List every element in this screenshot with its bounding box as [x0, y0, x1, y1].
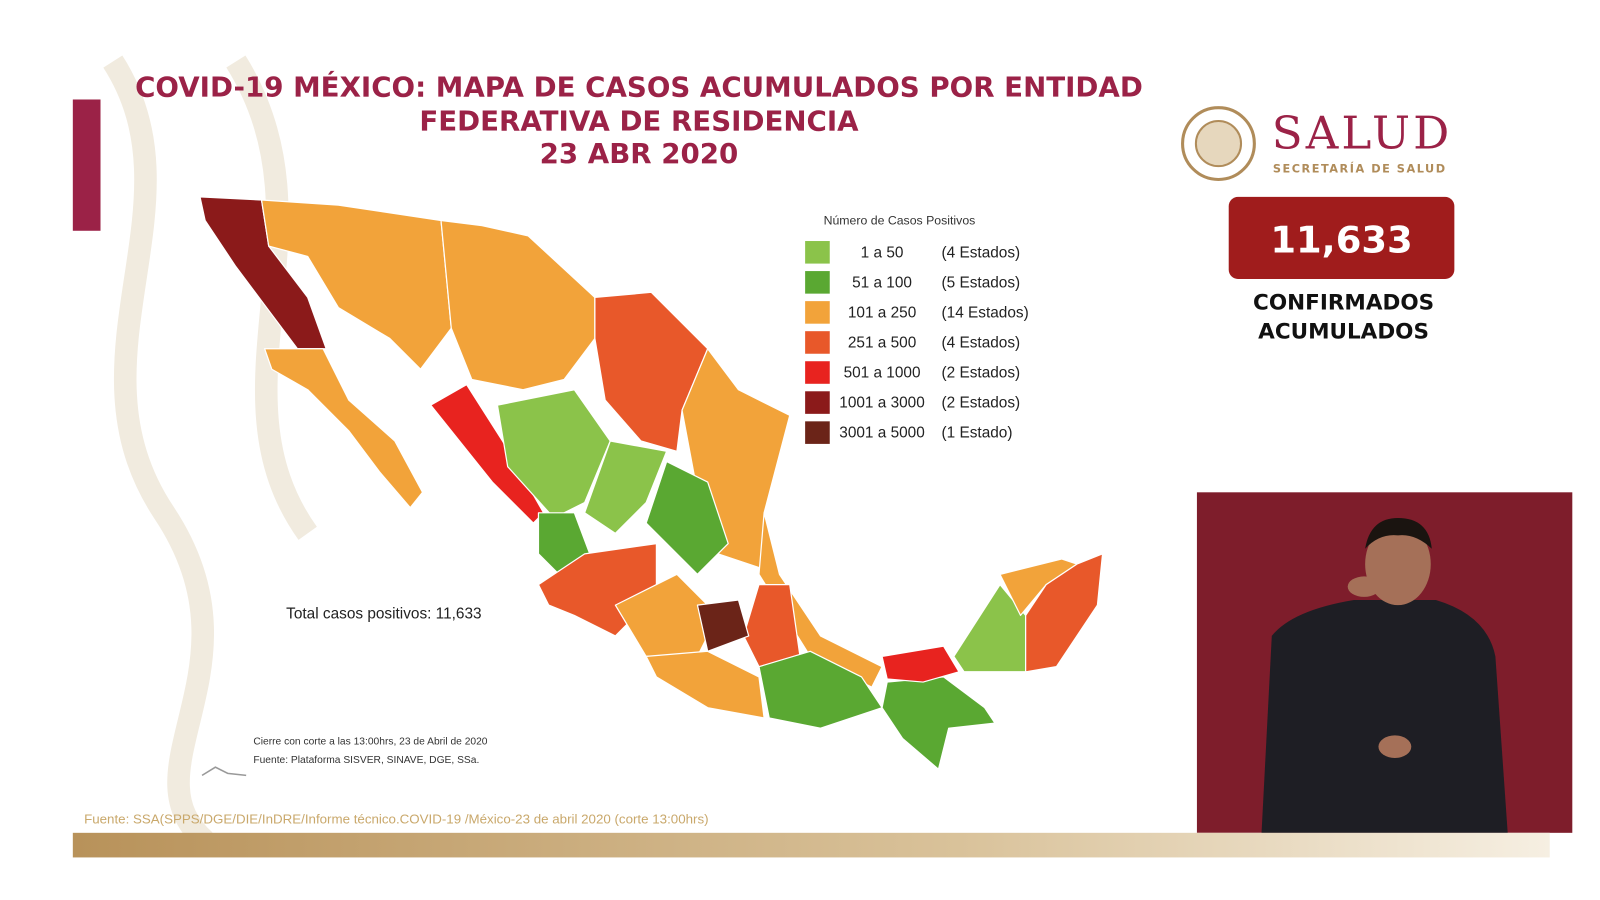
- counter-label: ACUMULADOS: [1258, 319, 1429, 344]
- legend-range: 101 a 250: [848, 305, 916, 322]
- seal-inner: [1194, 120, 1243, 168]
- legend-range: 1001 a 3000: [839, 395, 925, 412]
- legend-title: Número de Casos Positivos: [824, 214, 976, 228]
- map-note: Fuente: Plataforma SISVER, SINAVE, DGE, …: [253, 755, 479, 766]
- legend-swatch: [805, 301, 830, 324]
- counter-box: [1228, 196, 1455, 279]
- legend-swatch: [805, 391, 830, 414]
- legend-swatch: [805, 361, 830, 384]
- state: [1025, 553, 1104, 673]
- interpreter-hair: [1365, 517, 1432, 549]
- legend-range: 251 a 500: [848, 335, 916, 352]
- counter-label: CONFIRMADOS: [1253, 291, 1434, 316]
- title-line: 23 ABR 2020: [540, 137, 739, 170]
- legend: Número de Casos Positivos 1 a 50 (4 Estad…: [805, 214, 1029, 444]
- legend-swatch: [805, 271, 830, 294]
- map: [199, 196, 1104, 770]
- title-line: COVID-19 MÉXICO: MAPA DE CASOS ACUMULADO…: [135, 69, 1143, 103]
- legend-count: (5 Estados): [942, 274, 1021, 291]
- seal: [1181, 106, 1256, 182]
- map-total: Total casos positivos: 11,633: [286, 605, 481, 622]
- state: [881, 676, 996, 770]
- state: [263, 348, 424, 509]
- legend-range: 501 a 1000: [844, 365, 921, 382]
- title-line: FEDERATIVA DE RESIDENCIA: [419, 104, 859, 137]
- map-note: Cierre con corte a las 13:00hrs, 23 de A…: [253, 737, 487, 748]
- state: [440, 219, 596, 391]
- interpreter-hand: [1378, 735, 1412, 758]
- legend-range: 1 a 50: [861, 244, 904, 261]
- legend-range: 3001 a 5000: [839, 425, 925, 442]
- legend-count: (2 Estados): [942, 395, 1021, 412]
- counter-value: 11,633: [1270, 218, 1412, 261]
- interpreter-head: [1365, 523, 1431, 606]
- interpreter-body: [1261, 600, 1508, 833]
- state: [645, 460, 729, 575]
- state: [696, 599, 750, 652]
- note-icon: [201, 766, 247, 777]
- legend-range: 51 a 100: [852, 274, 912, 291]
- title-block: COVID-19 MÉXICO: MAPA DE CASOS ACUMULADO…: [135, 69, 1143, 170]
- interpreter-video: [1196, 492, 1573, 833]
- legend-count: (2 Estados): [942, 365, 1021, 382]
- footer-bar: [72, 832, 1550, 858]
- state: [583, 440, 668, 534]
- state: [496, 389, 611, 519]
- state: [881, 645, 960, 683]
- legend-count: (14 Estados): [942, 305, 1029, 322]
- logo-subtitle: SECRETARÍA DE SALUD: [1273, 162, 1447, 175]
- legend-swatch: [805, 241, 830, 264]
- counter: 11,633 CONFIRMADOS ACUMULADOS: [1228, 196, 1455, 344]
- state: [260, 199, 452, 370]
- state: [594, 291, 709, 452]
- footer-source: Fuente: SSA(SPPS/DGE/DIE/InDRE/Informe t…: [84, 812, 708, 827]
- legend-count: (1 Estado): [942, 425, 1013, 442]
- accent-bar: [72, 99, 101, 231]
- legend-count: (4 Estados): [942, 335, 1021, 352]
- logo-name: SALUD: [1272, 107, 1453, 160]
- logo: SALUD SECRETARÍA DE SALUD: [1181, 106, 1453, 182]
- legend-swatch: [805, 331, 830, 354]
- legend-swatch: [805, 421, 830, 444]
- legend-count: (4 Estados): [942, 244, 1021, 261]
- interpreter-hand: [1347, 576, 1381, 597]
